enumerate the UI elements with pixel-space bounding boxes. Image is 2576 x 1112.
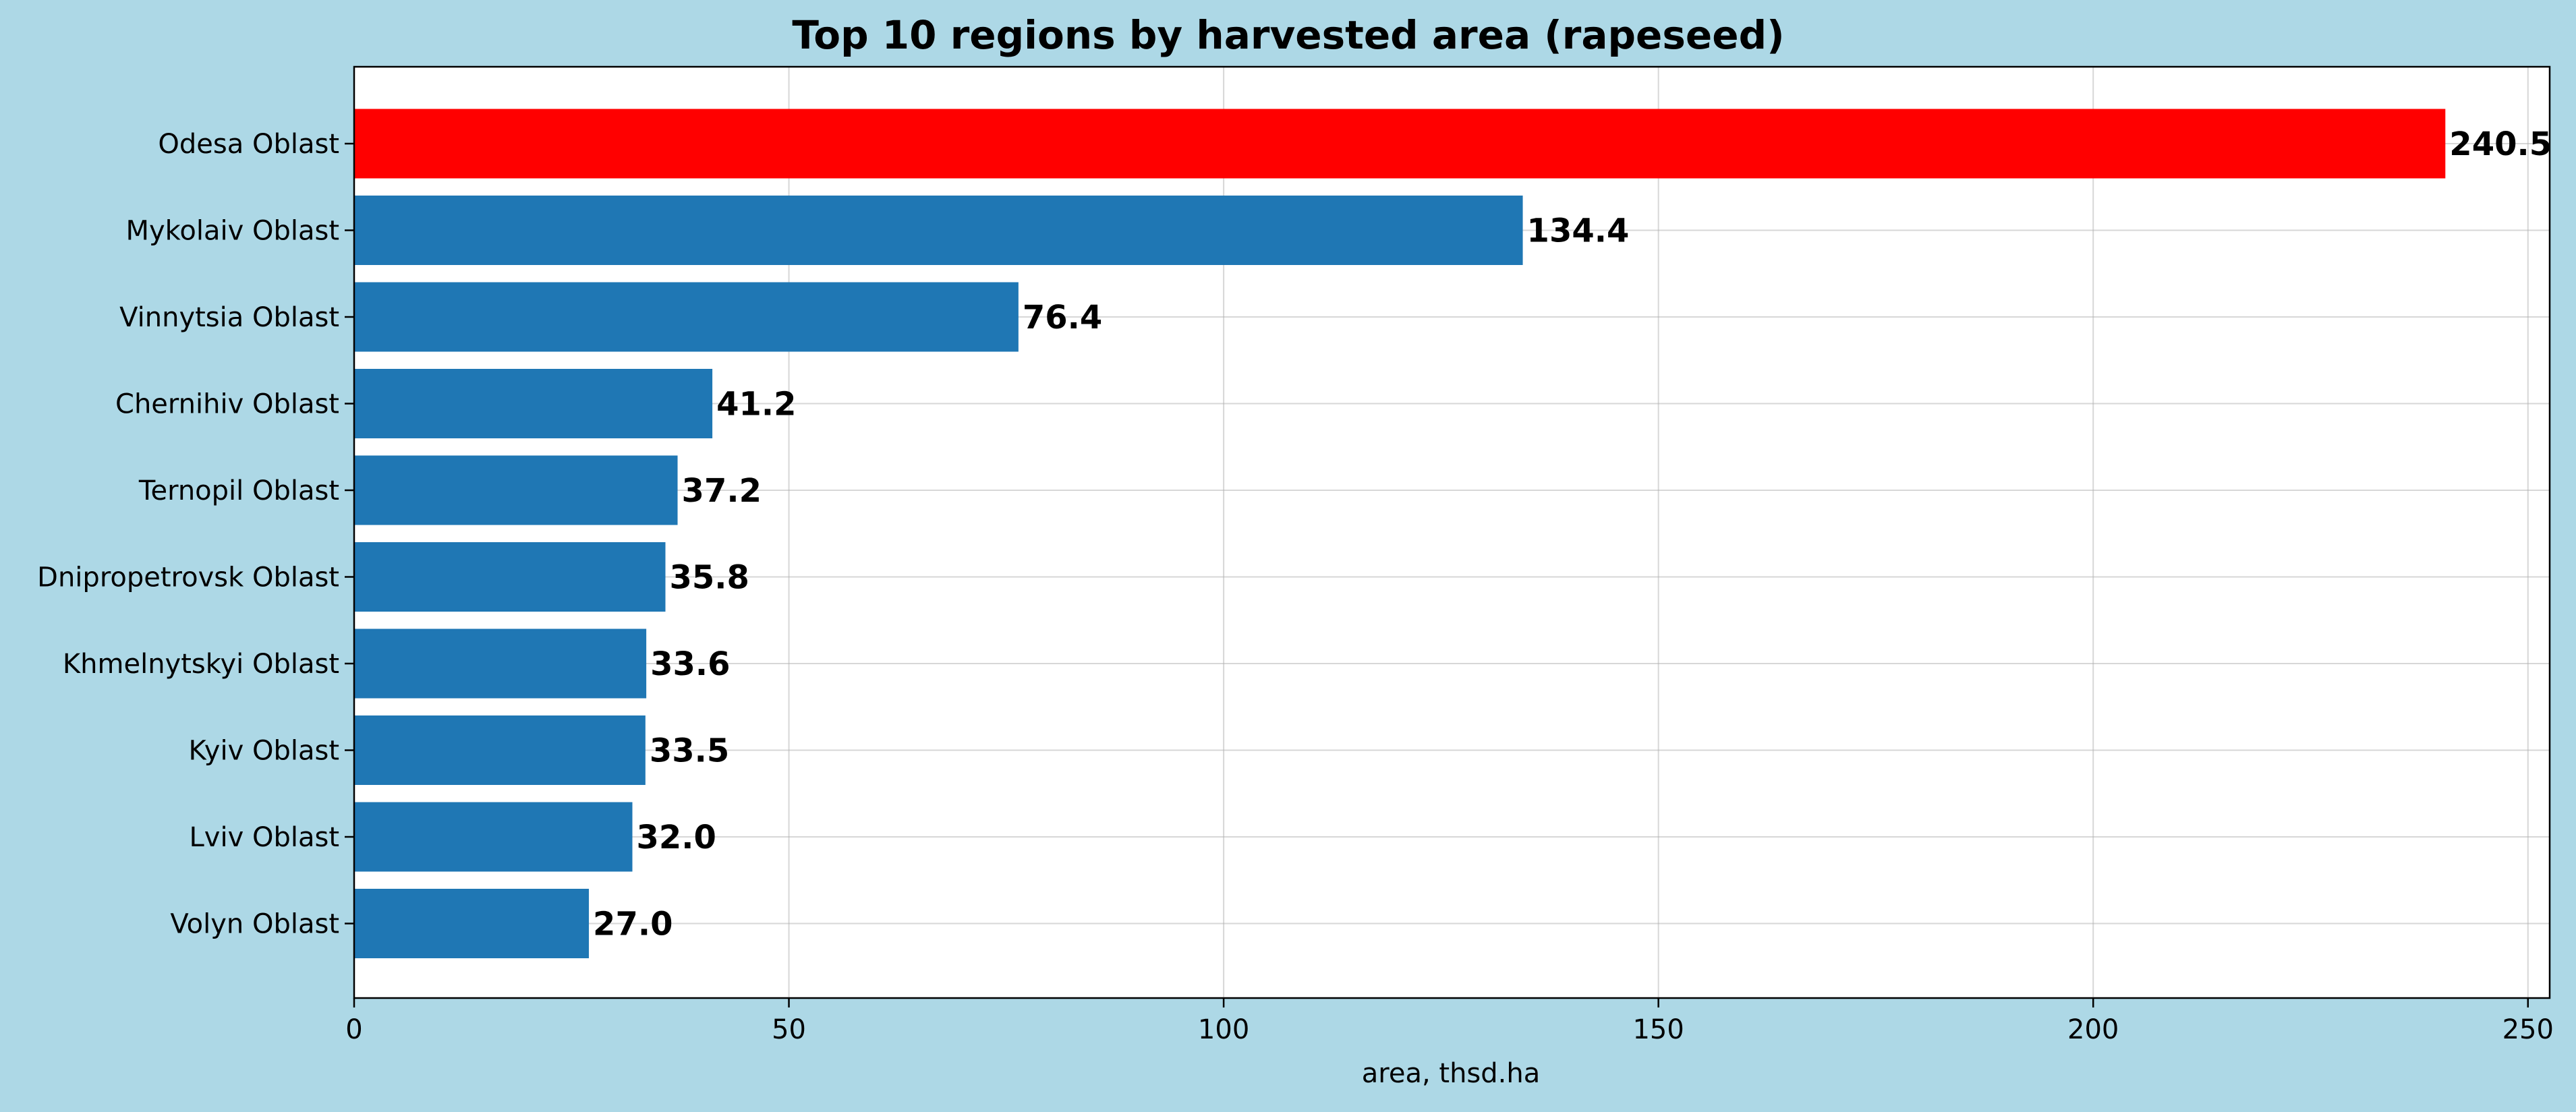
bar — [354, 889, 590, 958]
bar — [354, 542, 666, 612]
bar — [354, 802, 633, 872]
bar — [354, 455, 678, 525]
plot-frame — [353, 65, 2551, 999]
y-tick-label: Chernihiv Oblast — [115, 389, 339, 420]
x-tick-label: 50 — [772, 1014, 806, 1045]
data-label: 33.6 — [650, 645, 730, 683]
data-labels: 240.5 134.4 76.4 41.2 37.2 35.8 33.6 33.5 32.0 27… — [593, 125, 2552, 943]
x-axis-label: area, thsd.ha — [1362, 1058, 1540, 1089]
y-tick-label: Lviv Oblast — [190, 822, 339, 853]
data-label: 76.4 — [1023, 299, 1102, 336]
bar — [354, 282, 1019, 352]
x-axis-ticks: 0 50 100 150 200 250 — [345, 998, 2554, 1045]
y-tick-label: Volyn Oblast — [170, 909, 339, 940]
x-tick-label: 0 — [345, 1014, 362, 1045]
bars — [354, 109, 2446, 958]
y-tick-label: Odesa Oblast — [158, 129, 339, 160]
data-label: 32.0 — [637, 819, 716, 856]
data-label: 33.5 — [650, 732, 729, 770]
y-tick-label: Mykolaiv Oblast — [125, 216, 339, 247]
bar — [354, 715, 646, 785]
data-label: 35.8 — [670, 559, 749, 597]
y-axis-ticks: Odesa Oblast Mykolaiv Oblast Vinnytsia Obl… — [37, 129, 354, 940]
y-tick-label: Khmelnytskyi Oblast — [63, 649, 339, 680]
x-tick-label: 250 — [2502, 1014, 2554, 1045]
data-label: 27.0 — [593, 906, 672, 943]
bar — [354, 109, 2446, 179]
data-label: 240.5 — [2449, 125, 2552, 163]
y-tick-label: Dnipropetrovsk Oblast — [37, 562, 339, 593]
bar — [354, 196, 1523, 265]
data-label: 37.2 — [682, 472, 762, 510]
x-tick-label: 100 — [1198, 1014, 1249, 1045]
data-label: 134.4 — [1527, 212, 1630, 250]
chart-title: Top 10 regions by harvested area (rapese… — [792, 12, 1784, 58]
x-tick-label: 150 — [1632, 1014, 1684, 1045]
y-tick-label: Ternopil Oblast — [138, 475, 339, 506]
bar — [354, 628, 647, 699]
x-tick-label: 200 — [2067, 1014, 2119, 1045]
data-label: 41.2 — [716, 386, 796, 423]
y-tick-label: Vinnytsia Oblast — [119, 302, 339, 333]
y-tick-label: Kyiv Oblast — [188, 736, 339, 767]
bar — [354, 369, 713, 438]
